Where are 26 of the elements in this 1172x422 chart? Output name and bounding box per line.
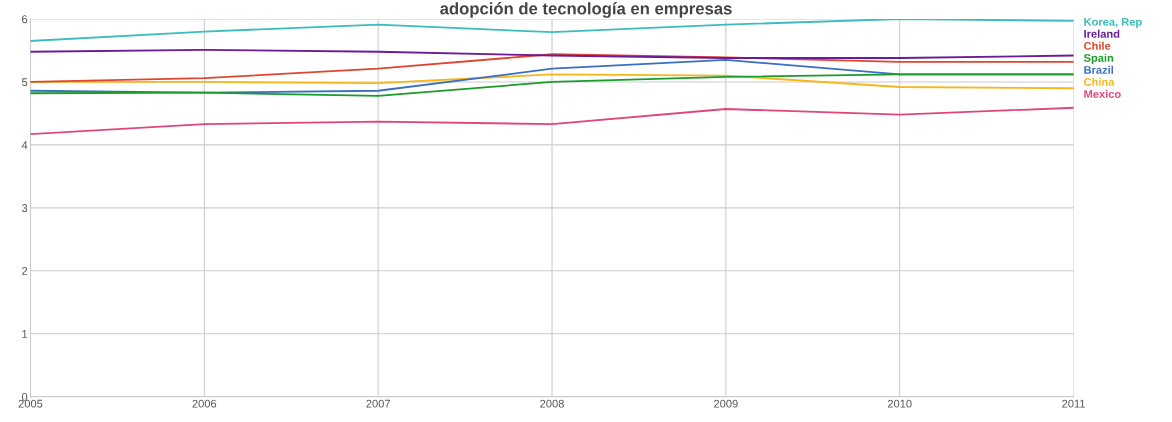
x-tick-label: 2006 — [192, 399, 217, 408]
y-tick-label: 3 — [21, 204, 28, 212]
y-tick-label: 2 — [22, 267, 28, 275]
x-tick-label: 2011 — [1062, 399, 1085, 408]
series-label: Brazil — [1084, 65, 1114, 74]
x-tick-label: 2008 — [540, 399, 564, 408]
line-series — [30, 53, 1074, 83]
y-tick-label: 1 — [22, 330, 28, 338]
y-tick-label: 6 — [22, 15, 28, 24]
x-tick-label: 2007 — [366, 399, 390, 408]
line-series — [30, 48, 1074, 59]
line-series — [30, 73, 1074, 97]
y-tick-label: 4 — [21, 141, 28, 149]
series-label: Korea, Rep — [1084, 18, 1142, 29]
series-label: Mexico — [1084, 89, 1121, 98]
series-label: Spain — [1083, 53, 1114, 65]
series-label: Chile — [1084, 41, 1111, 50]
series-label: China — [1084, 77, 1115, 86]
series-label: Ireland — [1084, 29, 1120, 38]
x-tick-label: 2009 — [714, 399, 738, 408]
chart-title: adopción de tecnología en empresas — [440, 2, 732, 18]
y-tick-label: 0 — [21, 392, 28, 401]
line-series — [30, 106, 1074, 136]
x-tick-label: 2010 — [887, 399, 912, 408]
y-tick-label: 5 — [21, 78, 28, 87]
x-tick-label: 2005 — [18, 399, 43, 408]
